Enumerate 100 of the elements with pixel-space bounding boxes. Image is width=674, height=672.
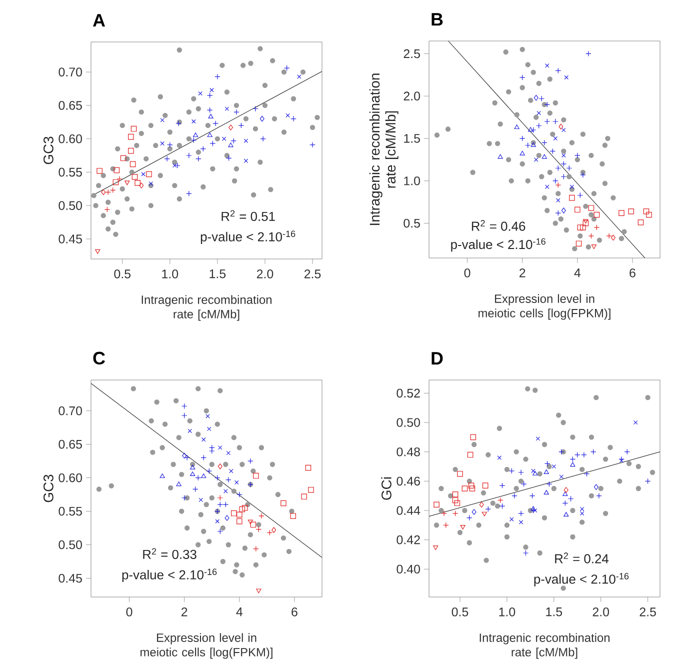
point xyxy=(181,494,188,501)
point xyxy=(560,161,567,167)
point xyxy=(583,219,588,224)
y-tick-label: 2.0 xyxy=(404,92,420,100)
point xyxy=(544,460,550,466)
x-tick-label: 0.5 xyxy=(114,270,131,278)
y-tick-label: 0.55 xyxy=(58,506,82,516)
point xyxy=(577,224,584,230)
point xyxy=(248,532,254,538)
point xyxy=(308,486,314,493)
point xyxy=(520,46,525,52)
point xyxy=(482,512,487,516)
point xyxy=(192,119,196,124)
point xyxy=(204,502,209,508)
y-tick-label: 0.70 xyxy=(58,68,82,76)
point xyxy=(561,117,566,122)
point xyxy=(206,426,212,432)
point xyxy=(448,493,454,498)
point xyxy=(558,124,564,130)
point xyxy=(547,170,552,175)
point xyxy=(519,136,526,142)
point xyxy=(584,470,590,477)
point xyxy=(514,486,519,492)
point xyxy=(588,212,594,218)
point xyxy=(588,493,594,498)
point xyxy=(224,106,230,111)
point xyxy=(212,120,218,126)
point xyxy=(184,495,190,500)
point xyxy=(570,534,576,540)
point xyxy=(504,534,510,540)
point xyxy=(486,140,492,146)
point xyxy=(602,180,608,186)
point xyxy=(200,146,206,152)
point xyxy=(148,181,154,186)
y-tick-label: 0.50 xyxy=(396,418,420,427)
y-tick-label: 0.45 xyxy=(58,574,82,583)
point xyxy=(445,126,451,132)
point xyxy=(310,142,316,148)
point xyxy=(124,180,130,186)
point xyxy=(556,198,560,202)
x-axis-title: Expression level in meiotic cells [log(FPKM)] xyxy=(140,633,272,659)
point xyxy=(566,165,572,172)
point xyxy=(636,464,642,470)
point xyxy=(280,535,286,541)
point xyxy=(218,482,223,488)
point xyxy=(112,179,119,186)
point xyxy=(518,478,524,484)
point xyxy=(470,434,476,440)
x-tick-label: 0 xyxy=(126,608,132,616)
point xyxy=(195,474,201,481)
point xyxy=(520,85,525,90)
point xyxy=(242,505,248,511)
point xyxy=(168,485,174,490)
point xyxy=(239,506,246,512)
point xyxy=(186,190,192,196)
point xyxy=(553,136,558,141)
point xyxy=(260,136,266,142)
x-tick-label: 2.0 xyxy=(592,608,610,616)
point xyxy=(544,490,549,494)
point xyxy=(594,484,598,490)
point xyxy=(570,508,576,514)
point xyxy=(160,141,164,146)
point xyxy=(534,94,538,101)
point xyxy=(503,49,508,55)
point xyxy=(644,478,651,484)
point xyxy=(234,109,240,115)
point xyxy=(196,386,201,392)
point xyxy=(591,216,597,222)
point xyxy=(538,96,545,102)
point xyxy=(545,184,550,189)
point xyxy=(460,525,466,530)
point xyxy=(250,522,256,528)
y-axis-title: GC3 xyxy=(44,136,54,164)
x-tick-label: 2 xyxy=(182,608,188,616)
point xyxy=(588,434,594,440)
point xyxy=(434,132,440,138)
point xyxy=(490,500,496,506)
chart-title: B xyxy=(432,13,443,26)
point xyxy=(484,558,489,563)
point xyxy=(452,466,458,472)
point xyxy=(190,137,197,144)
point xyxy=(618,236,624,242)
y-tick-label: 1.0 xyxy=(404,176,420,186)
point xyxy=(148,418,154,424)
point xyxy=(536,122,542,129)
y-tick-label: 0.42 xyxy=(396,535,420,544)
point xyxy=(574,152,580,158)
point xyxy=(468,482,474,488)
point xyxy=(564,227,569,233)
point xyxy=(523,544,528,550)
point xyxy=(555,68,562,74)
point xyxy=(650,470,656,475)
point xyxy=(258,445,264,450)
point xyxy=(222,502,229,508)
point xyxy=(552,178,558,184)
point xyxy=(231,435,236,440)
point xyxy=(530,70,536,75)
point xyxy=(560,420,566,426)
point xyxy=(594,212,600,218)
point xyxy=(512,492,518,499)
